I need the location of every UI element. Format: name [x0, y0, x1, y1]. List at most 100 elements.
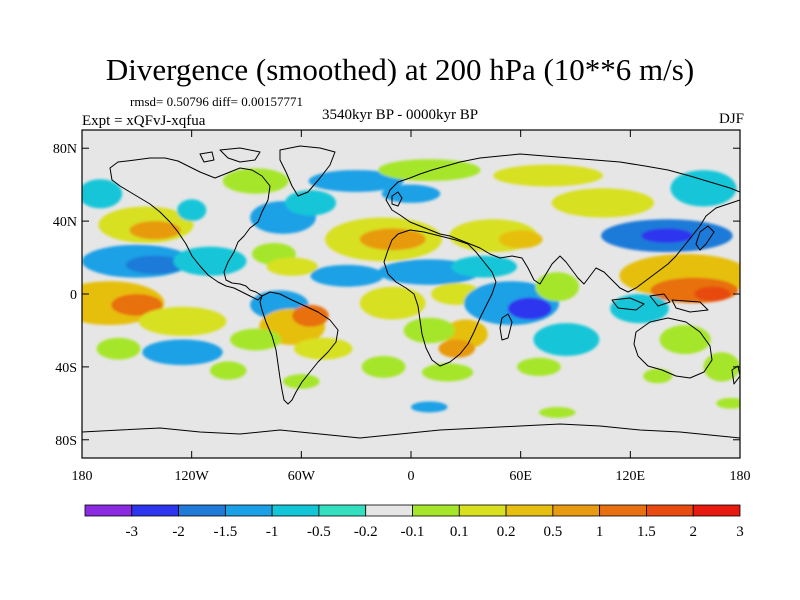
coast-arctic-islands — [199, 147, 261, 163]
colorbar-label: -0.2 — [354, 524, 378, 540]
lon-tick-label: 180 — [730, 469, 751, 484]
coast-indonesia — [611, 293, 709, 313]
lat-tick-label: 80S — [55, 434, 77, 449]
anomaly-patch — [230, 328, 282, 351]
colorbar-swatch — [458, 504, 507, 517]
coast-north-america — [109, 157, 271, 301]
anomaly-patch — [142, 339, 223, 366]
colorbar-label: 2 — [689, 524, 697, 540]
coast-south-america — [259, 291, 339, 405]
map-axes: 80N 40N 0 40S 80S 180 120W 60W 0 60E 120E 180 — [53, 130, 751, 484]
colorbar-swatch — [224, 504, 273, 517]
anomaly-patch — [533, 323, 600, 356]
colorbar-label: -3 — [126, 524, 139, 540]
anomaly-patch — [209, 361, 247, 380]
anomaly-patch — [284, 190, 337, 216]
stats-line: rmsd= 0.50796 diff= 0.00157771 — [130, 94, 303, 109]
colorbar-swatch — [412, 504, 460, 517]
anomaly-patch — [411, 401, 448, 413]
colorbar: -3 -2 -1.5 -1 -0.5 -0.2 -0.1 0.1 0.2 0.5 1 1.5 2 3 — [84, 504, 744, 540]
coast-japan — [695, 225, 715, 251]
anomaly-patch — [517, 357, 561, 376]
anomaly-patch — [378, 159, 481, 182]
chart-title: Divergence (smoothed) at 200 hPa (10**6 … — [105, 52, 695, 87]
colorbar-swatch — [646, 504, 694, 517]
anomaly-patch — [538, 406, 576, 418]
anomaly-patch — [361, 355, 406, 378]
colorbar-label: 3 — [736, 524, 744, 540]
coast-antarctica — [82, 423, 740, 439]
anomaly-patch — [129, 221, 181, 240]
anomaly-patch — [641, 228, 693, 243]
colorbar-swatch — [692, 504, 741, 517]
lat-tick-label: 80N — [53, 142, 77, 157]
colorbar-label: -1 — [266, 524, 279, 540]
anomaly-patch — [643, 368, 673, 384]
colorbar-label: -2 — [172, 524, 185, 540]
colorbar-label: 0.2 — [497, 524, 516, 540]
period-label: 3540kyr BP - 0000kyr BP — [321, 107, 479, 123]
anomaly-patch — [310, 264, 384, 287]
colorbar-label: 1.5 — [637, 524, 656, 540]
colorbar-swatch — [552, 504, 601, 517]
coast-eurasia — [385, 153, 740, 293]
anomaly-patch — [551, 188, 655, 218]
coast-madagascar — [499, 313, 513, 341]
anomaly-patch — [421, 363, 474, 382]
colorbar-swatch — [318, 504, 367, 517]
anomaly-patch — [173, 246, 247, 276]
colorbar-label: -1.5 — [213, 524, 237, 540]
colorbar-swatch — [365, 504, 413, 517]
coast-greenland — [279, 145, 336, 197]
anomaly-patch — [294, 337, 353, 360]
colorbar-swatch — [599, 504, 647, 517]
anomaly-patch — [125, 255, 185, 274]
colorbar-label: -0.1 — [401, 524, 425, 540]
anomaly-patch — [266, 257, 318, 276]
lon-tick-label: 180 — [72, 469, 93, 484]
lat-tick-label: 40S — [55, 361, 77, 376]
lat-tick-label: 40N — [53, 215, 77, 230]
colorbar-label: -0.5 — [307, 524, 331, 540]
anomaly-patch — [451, 255, 518, 278]
lat-tick-label: 0 — [70, 288, 77, 303]
colorbar-swatch — [178, 504, 226, 517]
anomaly-patch — [283, 374, 320, 389]
colorbar-label: 0.1 — [450, 524, 469, 540]
coast-uk — [391, 191, 403, 207]
anomaly-patch — [716, 397, 740, 409]
anomaly-patch — [694, 286, 731, 302]
colorbar-swatch — [505, 504, 554, 517]
colorbar-swatch — [84, 504, 133, 517]
anomaly-patch — [359, 286, 426, 320]
coast-africa — [383, 229, 497, 367]
lon-tick-label: 0 — [408, 469, 415, 484]
colorbar-label: 1 — [596, 524, 604, 540]
colorbar-swatch — [131, 504, 179, 517]
anomaly-patch — [138, 306, 227, 336]
lon-tick-label: 120E — [616, 469, 646, 484]
anomaly-patch — [659, 324, 711, 355]
coast-australia — [633, 317, 713, 379]
colorbar-swatch — [271, 504, 320, 517]
lon-tick-label: 60W — [288, 469, 316, 484]
lon-tick-label: 60E — [509, 469, 532, 484]
experiment-label: Expt = xQFvJ-xqfua — [82, 113, 206, 129]
anomaly-patch — [670, 170, 737, 207]
anomaly-patch — [535, 272, 580, 302]
season-label: DJF — [718, 111, 744, 127]
anomaly-patch — [381, 184, 441, 203]
anomaly-patch — [507, 297, 552, 320]
anomaly-patch — [82, 179, 123, 209]
anomaly-patch — [403, 317, 455, 344]
colorbar-label: 0.5 — [543, 524, 562, 540]
anomaly-patch — [177, 199, 207, 222]
anomaly-patch — [703, 352, 740, 382]
coastlines — [82, 145, 740, 439]
anomaly-patch — [438, 339, 475, 358]
anomaly-patch — [498, 230, 543, 249]
anomaly-patch — [493, 164, 603, 187]
anomaly-patch — [308, 170, 404, 192]
anomaly-patch — [96, 337, 141, 360]
